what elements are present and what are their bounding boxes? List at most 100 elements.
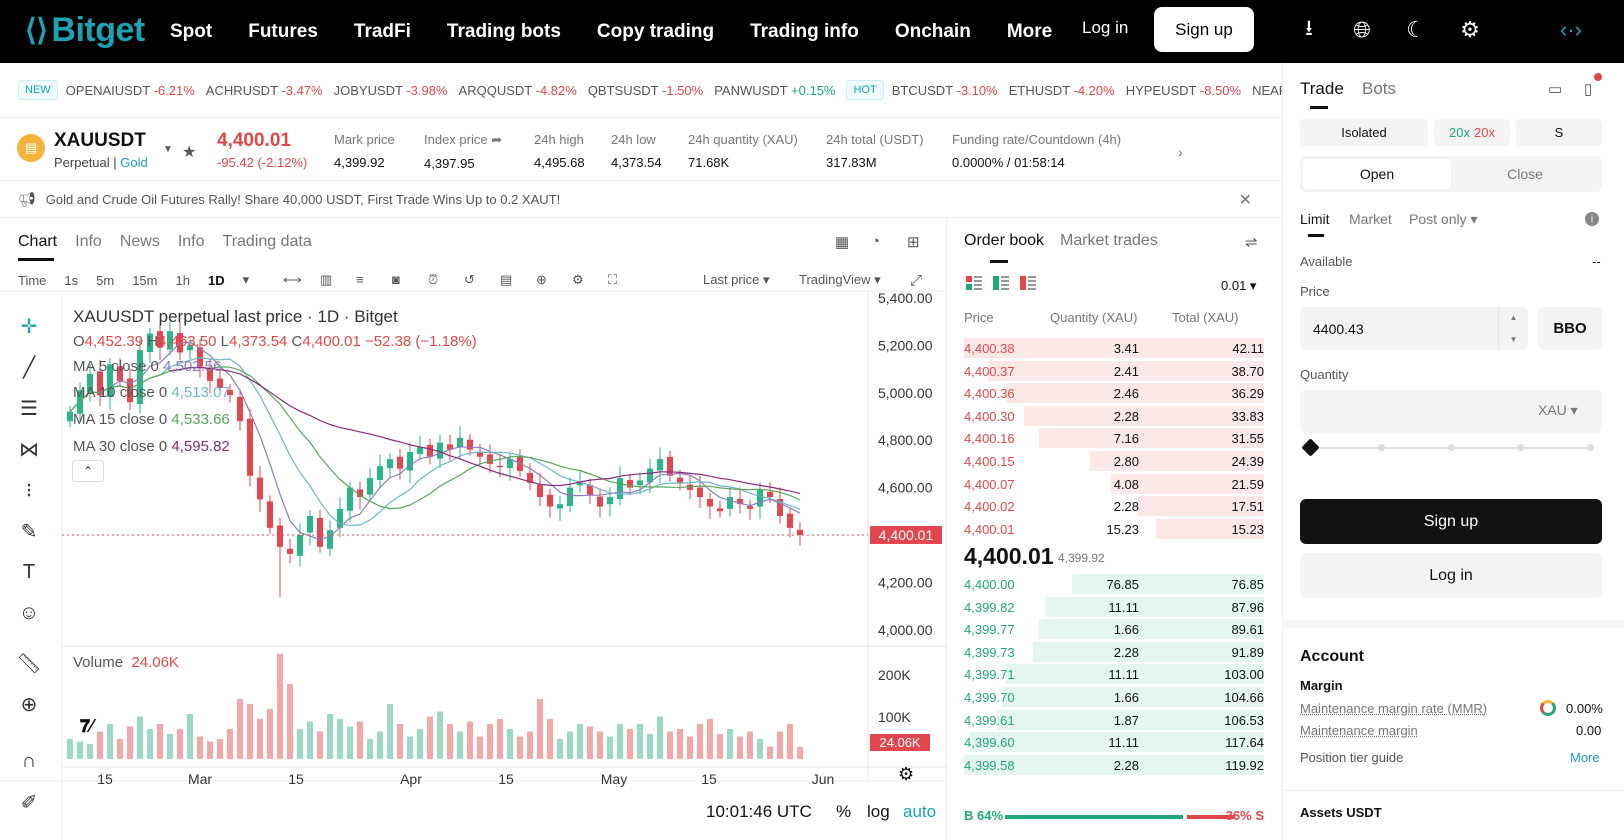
ticker-item[interactable]: ETHUSDT -4.20% [1008, 82, 1115, 98]
camera-icon[interactable]: ◙ [392, 272, 400, 287]
layout-grid-icon[interactable]: ⊞ [907, 234, 920, 251]
quantity-unit-select[interactable]: XAU ▾ [1538, 402, 1578, 418]
orderbook-bids-view-icon[interactable] [993, 276, 1009, 290]
tab-info-2[interactable]: Info [177, 233, 205, 250]
nav-spot[interactable]: Spot [170, 20, 213, 42]
measure-icon[interactable]: ⟷ [283, 272, 302, 287]
nav-trading-info[interactable]: Trading info [750, 20, 859, 42]
ticker-item[interactable]: JOBYUSDT -3.98% [333, 82, 448, 98]
tf-15m[interactable]: 15m [132, 272, 158, 288]
bbo-button[interactable]: BBO [1538, 307, 1602, 350]
tab-market-trades[interactable]: Market trades [1060, 232, 1158, 249]
slider-mark-75[interactable] [1517, 444, 1524, 451]
nav-trading-bots[interactable]: Trading bots [446, 20, 561, 42]
bid-row[interactable]: 4,400.00 76.85 76.85 [964, 573, 1264, 595]
tf-time[interactable]: Time [18, 272, 47, 288]
price-chart[interactable]: 4,000.004,200.004,400.004,600.004,800.00… [0, 219, 947, 840]
bid-row[interactable]: 4,399.58 2.28 119.92 [964, 754, 1264, 776]
order-type-limit[interactable]: Limit [1300, 211, 1330, 227]
last-price-select[interactable]: Last price ▾ [703, 272, 770, 287]
open-tab[interactable]: Open [1303, 159, 1451, 189]
ticker-item[interactable]: ARQQUSDT -4.82% [458, 82, 577, 98]
horizontal-lines-icon[interactable]: ☰ [20, 397, 38, 420]
ask-row[interactable]: 4,400.30 2.28 33.83 [964, 405, 1264, 427]
bid-row[interactable]: 4,399.71 11.11 103.00 [964, 663, 1264, 685]
bell-icon[interactable]: ◔ [871, 233, 881, 250]
position-mode-button[interactable]: S [1516, 119, 1602, 146]
magnet-icon[interactable]: ∩ [21, 749, 37, 772]
tradingview-logo-icon[interactable]: 𝟕⁄ [80, 716, 94, 736]
quantity-input[interactable] [1300, 390, 1602, 433]
favorite-star-icon[interactable]: ★ [182, 144, 197, 161]
orderbook-both-view-icon[interactable] [966, 276, 982, 290]
add-circle-icon[interactable]: ⊕ [536, 272, 547, 287]
calculator-icon[interactable]: ▦ [835, 234, 850, 251]
ask-row[interactable]: 4,400.15 2.80 24.39 [964, 450, 1264, 472]
moon-icon[interactable]: ☾ [1406, 17, 1426, 42]
trendline-icon[interactable]: ╱ [22, 356, 36, 379]
tab-trading-data[interactable]: Trading data [222, 233, 312, 250]
tf-5m[interactable]: 5m [96, 272, 115, 288]
pattern-icon[interactable]: ⋈ [19, 438, 39, 461]
ticker-item[interactable]: HYPEUSDT -8.50% [1125, 82, 1242, 98]
help-doc-icon[interactable]: ▯ [1584, 73, 1602, 98]
auto-scale-toggle[interactable]: auto [903, 802, 937, 821]
tab-info[interactable]: Info [75, 233, 102, 250]
settings-icon[interactable]: ⚙ [572, 272, 584, 287]
price-stepper[interactable]: ▲ ▼ [1498, 307, 1528, 350]
mmr-label[interactable]: Maintenance margin rate (MMR) [1300, 701, 1488, 716]
gear-icon[interactable]: ⚙ [1460, 17, 1480, 42]
tab-bots[interactable]: Bots [1362, 79, 1397, 98]
globe-icon[interactable]: 🌐︎ [1353, 17, 1371, 42]
signup-button[interactable]: Sign up [1300, 499, 1602, 544]
fib-icon[interactable]: ⁝ [25, 479, 33, 502]
scale-settings-icon[interactable]: ⚙ [898, 764, 915, 784]
replay-icon[interactable]: ↺ [464, 272, 475, 287]
emoji-icon[interactable]: ☺ [18, 601, 40, 624]
zoom-in-icon[interactable]: ⊕ [20, 693, 38, 716]
tab-trade[interactable]: Trade [1300, 79, 1344, 98]
tradingview-select[interactable]: TradingView ▾ [799, 272, 881, 287]
orderbook-asks-view-icon[interactable] [1020, 276, 1036, 290]
bid-row[interactable]: 4,399.77 1.66 89.61 [964, 618, 1264, 640]
fullscreen-toggle-icon[interactable]: ⛶ [608, 272, 618, 287]
ask-row[interactable]: 4,400.07 4.08 21.59 [964, 473, 1264, 495]
ticker-item[interactable]: BTCUSDT -3.10% [891, 82, 998, 98]
tf-1d[interactable]: 1D [207, 272, 225, 288]
ticker-item[interactable]: QBTSUSDT -1.50% [587, 82, 704, 98]
slider-mark-100[interactable] [1587, 444, 1594, 451]
tab-chart[interactable]: Chart [18, 233, 58, 250]
ticker-item[interactable]: PANWUSDT +0.15% [714, 82, 836, 98]
order-type-market[interactable]: Market [1349, 211, 1392, 227]
coupon-icon[interactable]: ▭ [1548, 81, 1563, 98]
tf-1h[interactable]: 1h [175, 272, 190, 288]
tick-size-select[interactable]: 0.01 ▾ [1221, 278, 1257, 293]
bitget-logo[interactable]: ⟨⟩ Bitget [25, 10, 145, 50]
more-link[interactable]: More [1570, 750, 1600, 765]
ask-row[interactable]: 4,400.01 15.23 15.23 [964, 518, 1264, 540]
close-icon[interactable]: ✕ [1238, 192, 1252, 209]
ruler-icon[interactable]: 📏︎ [16, 652, 42, 675]
margin-mode-button[interactable]: Isolated [1300, 119, 1428, 146]
leverage-button[interactable]: 20x 20x [1434, 119, 1510, 146]
log-scale-toggle[interactable]: log [867, 802, 890, 821]
mm-label[interactable]: Maintenance margin [1300, 723, 1418, 738]
text-tool-icon[interactable]: T [22, 560, 36, 583]
download-icon[interactable]: ⭳ [1305, 15, 1313, 40]
bid-row[interactable]: 4,399.61 1.87 106.53 [964, 709, 1264, 731]
close-tab[interactable]: Close [1507, 166, 1543, 182]
tab-order-book[interactable]: Order book [964, 232, 1045, 249]
chevron-right-icon[interactable]: › [1178, 144, 1183, 160]
ask-row[interactable]: 4,400.02 2.28 17.51 [964, 495, 1264, 517]
ticker-item[interactable]: OPENAIUSDT -6.21% [65, 82, 195, 98]
slider-mark-25[interactable] [1378, 444, 1385, 451]
ticker-item[interactable]: ACHRUSDT -3.47% [205, 82, 323, 98]
nav-onchain[interactable]: Onchain [894, 20, 971, 42]
ask-row[interactable]: 4,400.38 3.41 42.11 [964, 337, 1264, 359]
calendar-icon[interactable]: ▤ [500, 272, 513, 287]
percent-scale-toggle[interactable]: % [836, 802, 852, 821]
stat-index-price[interactable]: Index price ➦ 4,397.95 [424, 132, 503, 171]
bid-row[interactable]: 4,399.82 11.11 87.96 [964, 596, 1264, 618]
nav-login-link[interactable]: Log in [1082, 18, 1129, 37]
price-input[interactable]: 4400.43 [1300, 307, 1528, 350]
